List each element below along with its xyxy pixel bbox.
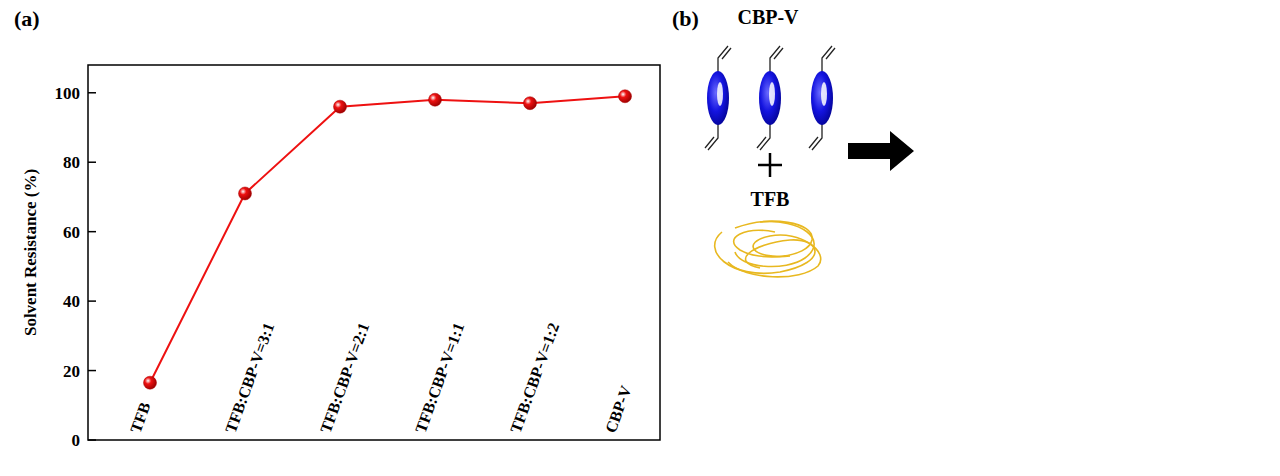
data-point <box>524 97 537 110</box>
y-tick <box>88 370 96 372</box>
vinyl-bond <box>722 48 731 59</box>
figure: (a) 0 20 40 60 80 100 Solvent Resistance (%) TFB… <box>0 0 1280 476</box>
x-tick-label: TFB:CBP-V=2:1 <box>317 320 373 435</box>
panel-label: (b) <box>672 6 699 31</box>
y-tick-label: 40 <box>63 292 80 311</box>
y-tick-label: 80 <box>63 153 80 172</box>
y-tick <box>88 300 96 302</box>
y-tick <box>88 92 96 94</box>
vinyl-bond <box>812 124 822 150</box>
x-tick-label: TFB:CBP-V=1:1 <box>412 320 468 435</box>
monomer-core <box>811 71 833 125</box>
vinyl-bond <box>757 137 766 148</box>
monomer-label: CBP-V <box>737 6 799 28</box>
vinyl-bond <box>718 46 728 72</box>
reaction-arrow <box>848 131 914 171</box>
vinyl-bond <box>822 46 832 72</box>
plus-sign <box>769 153 772 177</box>
vinyl-bond <box>774 48 783 59</box>
monomer-highlight <box>717 82 723 106</box>
polymer-coil <box>735 222 814 267</box>
y-tick <box>88 439 96 441</box>
y-tick-label: 100 <box>55 84 81 103</box>
vinyl-bond <box>809 137 818 148</box>
data-point <box>144 376 157 389</box>
vinyl-bond <box>760 124 770 150</box>
vinyl-bond <box>826 48 835 59</box>
monomer-core <box>707 71 729 125</box>
y-axis-title: Solvent Resistance (%) <box>21 169 40 336</box>
x-tick-label: TFB:CBP-V=1:2 <box>507 320 563 435</box>
data-point <box>334 100 347 113</box>
vinyl-bond <box>705 137 714 148</box>
y-tick <box>88 231 96 233</box>
data-line <box>150 96 625 382</box>
vinyl-bond <box>708 124 718 150</box>
marks <box>144 90 632 389</box>
monomer-highlight <box>821 82 827 106</box>
monomer-highlight <box>769 82 775 106</box>
data-point <box>239 187 252 200</box>
x-tick-label: CBP-V <box>602 383 635 435</box>
data-point <box>619 90 632 103</box>
y-tick-label: 20 <box>63 362 80 381</box>
vinyl-bond <box>770 46 780 72</box>
data-point <box>429 93 442 106</box>
y-tick <box>88 161 96 163</box>
y-tick-label: 60 <box>63 223 80 242</box>
panel-label: (a) <box>14 6 40 31</box>
x-tick-label: TFB:CBP-V=3:1 <box>222 320 278 435</box>
polymer-label: TFB <box>751 188 790 210</box>
x-tick-label: TFB <box>127 400 154 435</box>
y-tick-label: 0 <box>72 431 81 450</box>
monomer-core <box>759 71 781 125</box>
plot-frame <box>88 65 660 440</box>
polymer-coil <box>728 235 821 277</box>
